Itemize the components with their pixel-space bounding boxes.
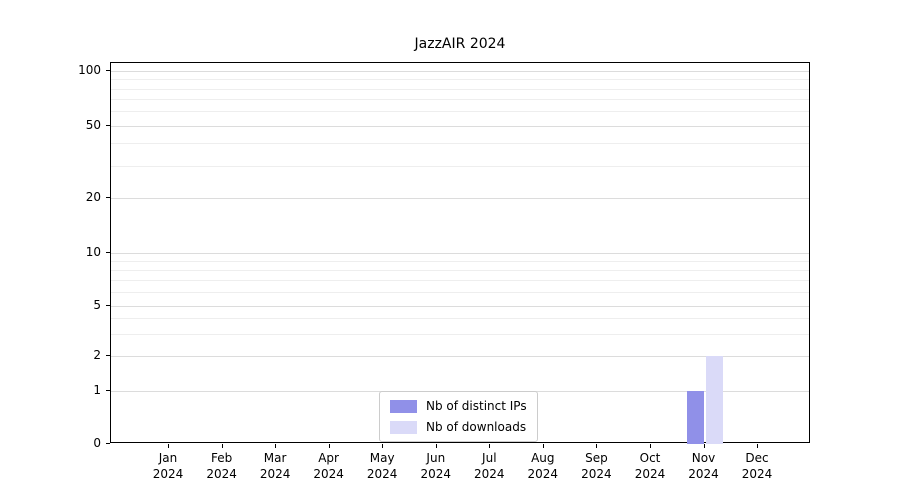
x-tick-month: Sep: [585, 451, 608, 465]
gridline-minor: [111, 166, 809, 167]
y-tick-label: 1: [93, 383, 101, 397]
x-tick-year: 2024: [420, 467, 452, 481]
x-tick-year: 2024: [259, 467, 291, 481]
x-tick-year: 2024: [366, 467, 398, 481]
gridline-minor: [111, 79, 809, 81]
x-tick-mark: [168, 444, 169, 448]
gridline-minor: [111, 333, 809, 335]
x-tick-year: 2024: [313, 467, 344, 481]
gridline-minor: [111, 280, 809, 282]
x-tick-mark: [328, 444, 330, 448]
gridline-minor: [111, 292, 809, 294]
x-tick-label: Dec 2024: [729, 450, 785, 482]
plot-area: Nb of distinct IPs Nb of downloads: [110, 62, 810, 444]
gridline-major: [111, 356, 809, 357]
legend-swatch-downloads: [390, 420, 417, 434]
gridline-major: [111, 253, 809, 255]
legend: Nb of distinct IPs Nb of downloads: [379, 391, 538, 442]
x-tick-month: May: [369, 451, 395, 465]
x-tick-month: Mar: [263, 451, 287, 465]
legend-item-distinct-ips: Nb of distinct IPs: [390, 399, 527, 413]
y-tick-label: 50: [85, 117, 101, 132]
x-tick-mark: [382, 444, 384, 448]
x-tick-mark: [650, 444, 651, 448]
x-tick-year: 2024: [741, 467, 773, 481]
bar-downloads: [705, 356, 723, 444]
gridline-major: [111, 306, 809, 308]
x-tick-month: Aug: [531, 451, 555, 465]
x-tick-label: Sep 2024: [568, 450, 624, 482]
x-tick-mark: [703, 444, 705, 448]
chart-title: JazzAIR 2024: [414, 36, 506, 52]
x-tick-month: Feb: [210, 451, 233, 465]
gridline-major: [111, 197, 809, 199]
x-tick-month: Jan: [158, 451, 178, 465]
x-tick-mark: [221, 444, 223, 448]
gridline-major: [111, 71, 809, 72]
x-tick-mark: [757, 444, 758, 448]
gridline-minor: [111, 143, 809, 145]
x-tick-mark: [596, 444, 598, 448]
x-tick-year: 2024: [152, 467, 184, 481]
x-tick-label: May 2024: [354, 450, 410, 482]
y-tick-label: 10: [85, 245, 101, 260]
y-tick-mark: [106, 443, 110, 444]
x-tick-label: Mar 2024: [247, 450, 303, 482]
x-tick-month: Apr: [318, 451, 339, 465]
x-tick-month: Jun: [426, 451, 446, 465]
y-tick-label: 20: [85, 189, 101, 204]
x-tick-year: 2024: [581, 467, 612, 481]
gridline-major: [111, 125, 809, 127]
gridline-minor: [111, 99, 809, 101]
x-tick-month: Dec: [745, 451, 769, 465]
x-tick-label: Apr 2024: [301, 450, 357, 482]
bar-distinct-ips: [686, 391, 704, 444]
y-tick-label: 0: [93, 436, 101, 450]
x-tick-month: Oct: [639, 451, 661, 465]
x-tick-label: Oct 2024: [622, 450, 678, 482]
x-tick-year: 2024: [474, 467, 505, 481]
legend-item-downloads: Nb of downloads: [390, 420, 527, 434]
gridline-minor: [111, 111, 809, 113]
legend-label-downloads: Nb of downloads: [426, 420, 527, 434]
y-tick-label: 100: [78, 63, 101, 77]
gridline-minor: [111, 261, 809, 263]
x-tick-label: Nov 2024: [676, 450, 732, 482]
x-tick-label: Aug 2024: [515, 450, 571, 482]
gridline-minor: [111, 270, 809, 272]
x-tick-month: Jul: [482, 451, 497, 465]
x-tick-mark: [542, 444, 544, 448]
legend-swatch-distinct-ips: [390, 399, 417, 413]
x-tick-label: Jun 2024: [408, 450, 464, 482]
x-tick-year: 2024: [527, 467, 559, 481]
x-tick-mark: [489, 444, 491, 448]
gridline-minor: [111, 318, 809, 320]
x-tick-label: Jul 2024: [461, 450, 517, 482]
x-tick-year: 2024: [688, 467, 719, 481]
x-tick-label: Feb 2024: [194, 450, 250, 482]
x-tick-year: 2024: [206, 467, 237, 481]
y-tick-label: 2: [93, 348, 101, 362]
x-tick-mark: [435, 444, 437, 448]
gridline-minor: [111, 88, 809, 90]
x-tick-year: 2024: [634, 467, 666, 481]
x-tick-label: Jan 2024: [140, 450, 196, 482]
y-tick-label: 5: [93, 298, 101, 313]
legend-label-distinct-ips: Nb of distinct IPs: [426, 399, 527, 413]
x-tick-mark: [275, 444, 277, 448]
x-tick-month: Nov: [691, 451, 716, 465]
